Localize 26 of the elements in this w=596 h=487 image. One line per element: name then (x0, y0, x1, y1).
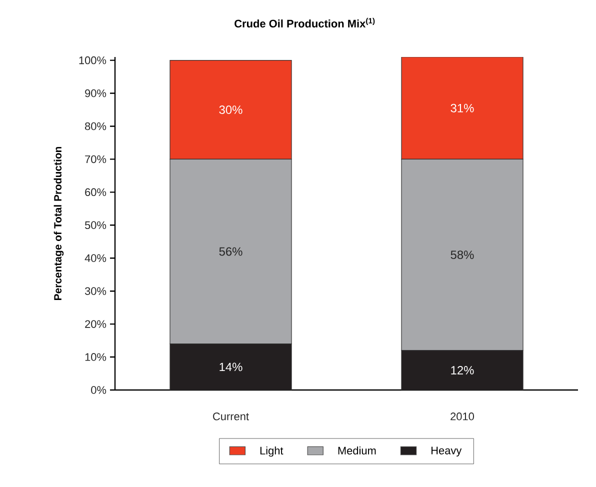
y-tick-label: 90% (85, 89, 106, 98)
y-tick-label: 80% (85, 122, 106, 130)
y-tick-label: 50% (84, 221, 106, 230)
y-tick-label: 30% (84, 287, 106, 295)
data-label: 14% (220, 362, 242, 372)
data-label: 30% (219, 106, 242, 114)
chart-title: Crude Oil Production Mix$^{(1)}$ (234, 18, 375, 28)
data-label: 58% (450, 250, 474, 260)
y-tick-label: 10% (85, 353, 106, 361)
legend-label: Light (260, 446, 284, 457)
x-tick-label: Current (213, 412, 249, 420)
y-axis-title: Percentage of Total Production (54, 146, 64, 300)
x-tick-label: 2010 (450, 412, 474, 420)
legend-label: Heavy (432, 446, 462, 456)
legend-label: Medium (338, 446, 376, 455)
y-tick-label: 70% (85, 155, 106, 164)
y-tick-label: 40% (84, 254, 106, 262)
bar (401, 350, 524, 390)
data-label: 31% (450, 104, 474, 112)
bar (170, 344, 292, 390)
y-tick-label: 20% (85, 320, 106, 328)
data-label: 56% (219, 247, 242, 256)
y-tick-label: 100% (79, 56, 106, 64)
y-tick-label: 60% (85, 188, 106, 196)
data-label: 12% (451, 366, 474, 374)
y-tick-label: 0% (91, 386, 106, 394)
